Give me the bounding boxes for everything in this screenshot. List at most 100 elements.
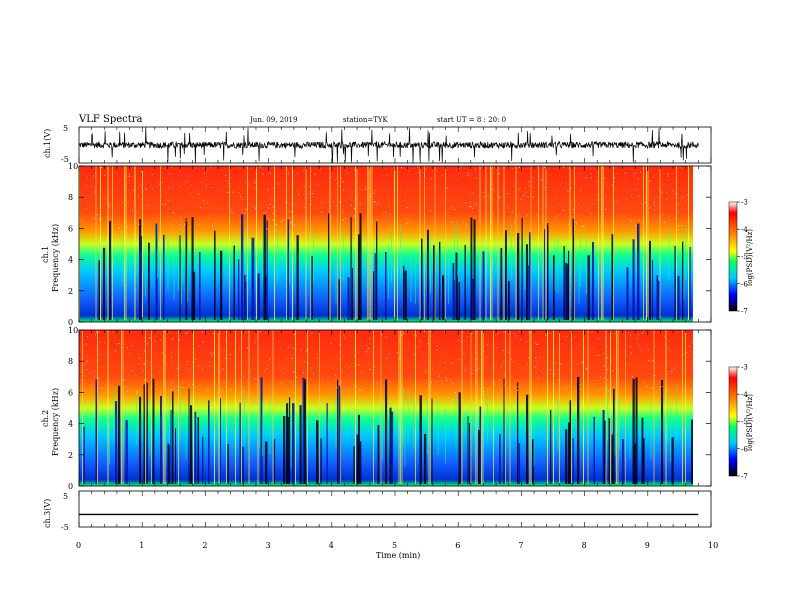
spectral-speckle bbox=[437, 380, 439, 382]
sferic-streak bbox=[107, 166, 109, 320]
spectral-dropout bbox=[521, 217, 523, 320]
sferic-streak bbox=[82, 330, 83, 484]
sferic-streak bbox=[475, 330, 476, 484]
spectral-speckle bbox=[272, 219, 274, 221]
spectral-speckle bbox=[342, 181, 344, 183]
spectral-speckle bbox=[465, 356, 467, 358]
spectral-speckle bbox=[487, 341, 489, 343]
spectral-speckle bbox=[590, 212, 592, 214]
spectral-speckle bbox=[468, 206, 470, 208]
spectral-speckle bbox=[366, 208, 368, 210]
spectral-dropout bbox=[565, 429, 568, 484]
spectral-speckle bbox=[97, 377, 99, 379]
spectral-dropout bbox=[439, 241, 441, 320]
spectral-speckle bbox=[194, 359, 196, 361]
spectral-speckle bbox=[664, 336, 666, 338]
spectral-speckle bbox=[317, 183, 319, 185]
spectral-speckle bbox=[210, 167, 212, 169]
spectral-dropout bbox=[611, 233, 614, 320]
sferic-streak bbox=[574, 166, 575, 320]
spectral-speckle bbox=[463, 221, 465, 223]
spectral-speckle bbox=[514, 386, 516, 388]
spectral-speckle bbox=[629, 346, 631, 348]
spectral-dropout bbox=[611, 434, 614, 484]
y-tick-label: 4 bbox=[68, 420, 73, 429]
spectral-speckle bbox=[581, 340, 583, 342]
spectral-speckle bbox=[182, 382, 184, 384]
spectral-dropout bbox=[499, 434, 501, 484]
sferic-streak bbox=[286, 166, 287, 320]
spectral-speckle bbox=[518, 213, 520, 215]
spectral-speckle bbox=[482, 386, 484, 388]
spectral-speckle bbox=[513, 361, 515, 363]
spectral-dropout bbox=[251, 237, 253, 320]
spectral-speckle bbox=[137, 187, 139, 189]
spectral-speckle bbox=[181, 225, 183, 227]
spectral-dropout bbox=[265, 441, 268, 484]
spectral-speckle bbox=[361, 371, 363, 373]
spectral-dropout bbox=[544, 229, 546, 320]
spectral-speckle bbox=[654, 209, 656, 211]
spectral-speckle bbox=[345, 364, 347, 366]
spectral-speckle bbox=[244, 212, 246, 214]
spectral-speckle bbox=[340, 380, 342, 382]
spectral-speckle bbox=[537, 377, 539, 379]
spectral-speckle bbox=[594, 224, 596, 226]
sferic-streak bbox=[617, 330, 619, 484]
spectral-speckle bbox=[266, 367, 268, 369]
spectral-speckle bbox=[449, 362, 451, 364]
sferic-streak bbox=[256, 166, 257, 320]
spectral-streak bbox=[167, 235, 169, 290]
spectral-speckle bbox=[613, 177, 615, 179]
spectral-speckle bbox=[269, 203, 271, 205]
spectral-speckle bbox=[545, 334, 547, 336]
spectral-speckle bbox=[518, 189, 520, 191]
spectral-speckle bbox=[176, 332, 178, 334]
spectral-speckle bbox=[91, 185, 93, 187]
spectral-speckle bbox=[520, 217, 522, 219]
spectral-speckle bbox=[483, 350, 485, 352]
spectral-speckle bbox=[170, 388, 172, 390]
spectral-speckle bbox=[560, 363, 562, 365]
spectral-speckle bbox=[228, 183, 230, 185]
spectral-speckle bbox=[116, 206, 118, 208]
sferic-streak bbox=[97, 330, 98, 484]
spectral-dropout bbox=[455, 252, 458, 320]
spectral-speckle bbox=[385, 175, 387, 177]
spectral-streak bbox=[169, 390, 170, 446]
spectral-speckle bbox=[442, 202, 444, 204]
spectral-speckle bbox=[305, 350, 307, 352]
spectral-speckle bbox=[345, 217, 347, 219]
spectral-speckle bbox=[254, 182, 256, 184]
sferic-streak bbox=[95, 166, 97, 320]
spectral-speckle bbox=[233, 191, 235, 193]
spectral-speckle bbox=[261, 207, 263, 209]
x-tick-label: 8 bbox=[582, 541, 587, 550]
sferic-streak bbox=[400, 330, 401, 484]
spectral-speckle bbox=[150, 336, 152, 338]
spectral-speckle bbox=[322, 385, 324, 387]
spectral-speckle bbox=[107, 202, 109, 204]
spectral-speckle bbox=[262, 213, 264, 215]
spectral-dropout bbox=[163, 234, 165, 320]
spectral-speckle bbox=[290, 381, 292, 383]
spectral-speckle bbox=[84, 375, 86, 377]
spectral-dropout bbox=[592, 242, 595, 320]
spectral-speckle bbox=[185, 220, 187, 222]
spectral-speckle bbox=[388, 353, 390, 355]
spectral-dropout bbox=[442, 275, 445, 320]
spectral-speckle bbox=[659, 214, 661, 216]
spectral-streak bbox=[407, 388, 409, 444]
spectral-speckle bbox=[342, 212, 344, 214]
spectral-speckle bbox=[469, 202, 471, 204]
spectral-speckle bbox=[389, 373, 391, 375]
spectral-speckle bbox=[597, 199, 599, 201]
spectral-speckle bbox=[640, 350, 642, 352]
sferic-streak bbox=[214, 330, 215, 484]
spectral-dropout bbox=[292, 403, 295, 484]
spectral-streak bbox=[533, 411, 535, 466]
spectral-speckle bbox=[519, 188, 521, 190]
spectral-dropout bbox=[356, 434, 359, 484]
spectral-speckle bbox=[476, 177, 478, 179]
spectral-speckle bbox=[106, 171, 108, 173]
